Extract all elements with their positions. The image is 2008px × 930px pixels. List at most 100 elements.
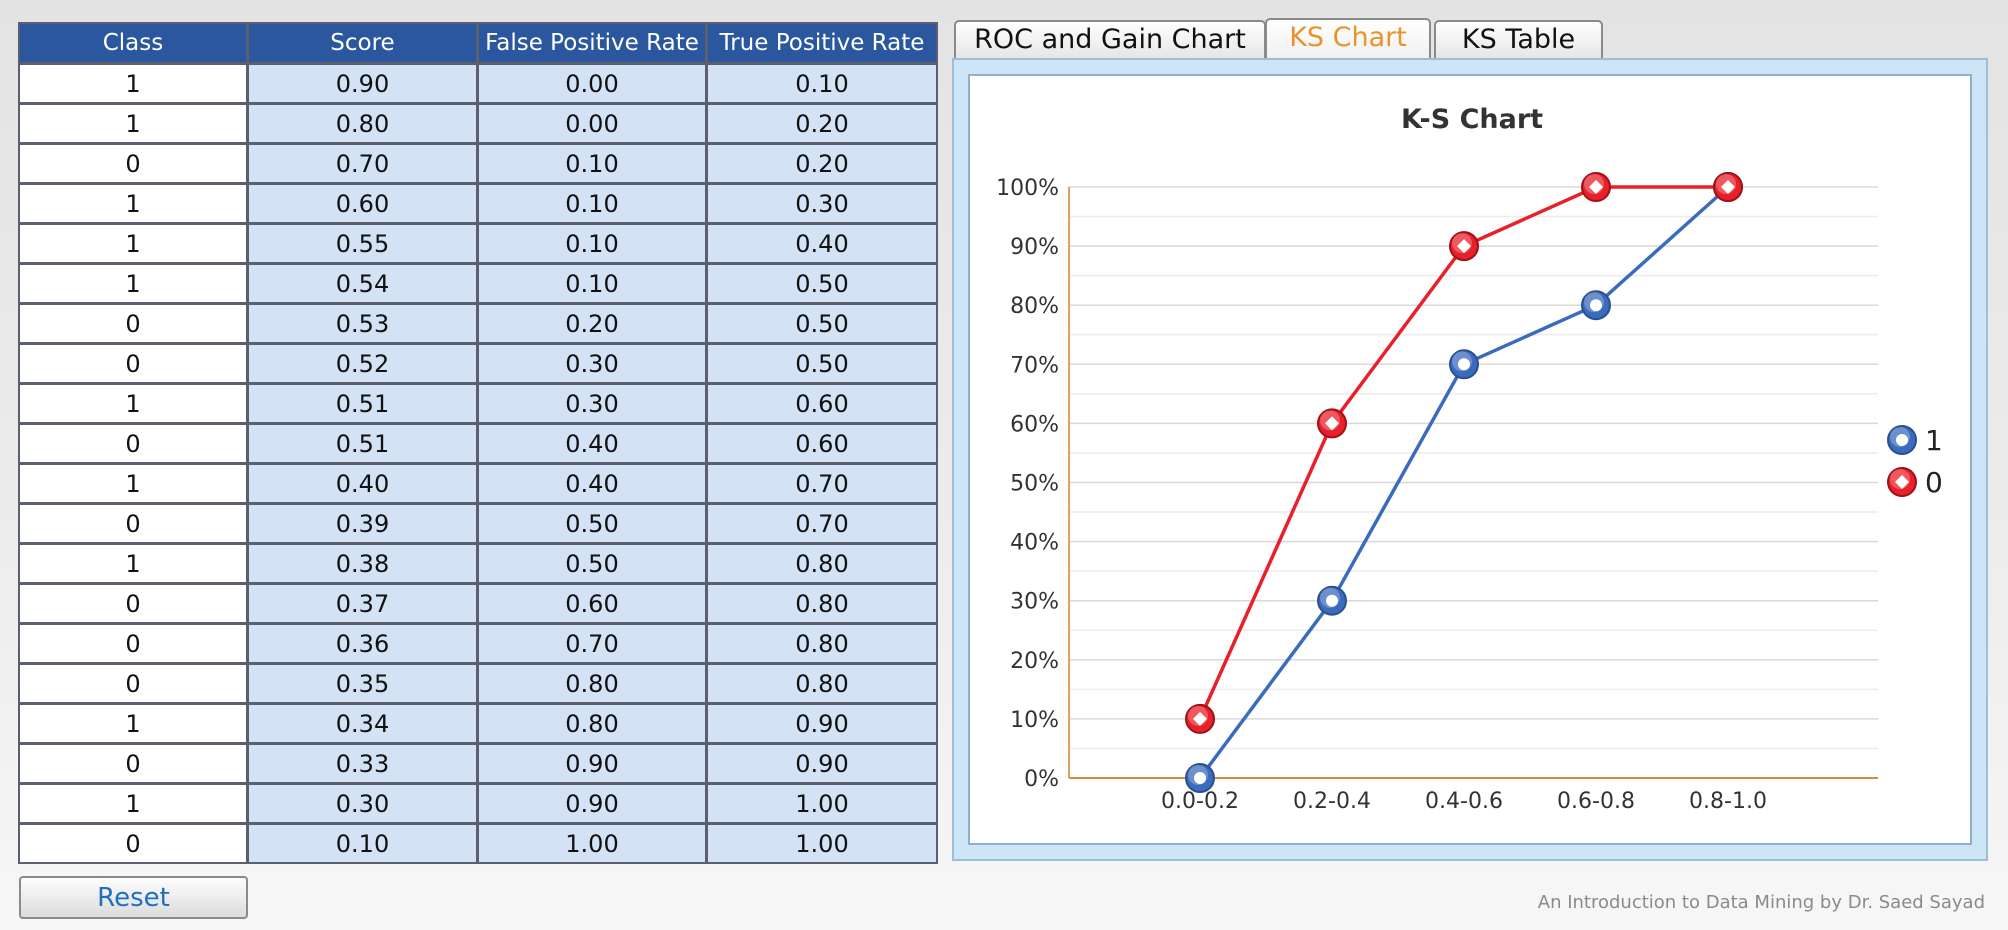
cell-score: 0.51 [249,422,479,462]
cell-score: 0.53 [249,302,479,342]
grid-lines [1069,186,1878,750]
cell-fpr: 0.90 [479,782,708,822]
column-header-tpr: True Positive Rate [708,24,936,62]
cell-score: 0.10 [249,822,479,862]
cell-tpr: 0.60 [708,382,936,422]
cell-tpr: 0.80 [708,662,936,702]
cell-score: 0.55 [249,222,479,262]
table-row: 1 0.54 0.10 0.50 [20,262,936,302]
chart-title: K-S Chart [1401,104,1543,135]
table-row: 1 0.80 0.00 0.20 [20,102,936,142]
cell-fpr: 0.50 [479,502,708,542]
data-point-1 [1449,349,1479,380]
data-point-0 [1317,408,1347,439]
cell-class: 1 [20,182,249,222]
y-tick-label: 50% [1010,472,1059,497]
reset-button[interactable]: Reset [19,876,248,919]
cell-tpr: 0.40 [708,222,936,262]
cell-fpr: 0.40 [479,422,708,462]
cell-score: 0.34 [249,702,479,742]
cell-class: 1 [20,262,249,302]
cell-tpr: 0.50 [708,302,936,342]
cell-score: 0.70 [249,142,479,182]
tab-ks-table[interactable]: KS Table [1434,20,1603,58]
cell-tpr: 0.90 [708,702,936,742]
cell-score: 0.39 [249,502,479,542]
cell-fpr: 0.80 [479,662,708,702]
cell-class: 1 [20,62,249,102]
table-row: 0 0.53 0.20 0.50 [20,302,936,342]
table-row: 0 0.36 0.70 0.80 [20,622,936,662]
table-row: 0 0.51 0.40 0.60 [20,422,936,462]
data-point-1 [1581,290,1611,321]
cell-class: 1 [20,222,249,262]
cell-score: 0.30 [249,782,479,822]
table-row: 0 0.70 0.10 0.20 [20,142,936,182]
cell-tpr: 0.80 [708,622,936,662]
cell-fpr: 0.70 [479,622,708,662]
cell-class: 0 [20,622,249,662]
cell-fpr: 0.10 [479,222,708,262]
cell-tpr: 1.00 [708,782,936,822]
cell-tpr: 0.60 [708,422,936,462]
x-tick-label: 0.2-0.4 [1293,789,1371,814]
data-point-0 [1713,172,1743,202]
cell-fpr: 0.40 [479,462,708,502]
legend-marker-1 [1887,425,1917,455]
y-tick-label: 60% [1010,412,1059,437]
cell-score: 0.54 [249,262,479,302]
cell-fpr: 0.30 [479,342,708,382]
cell-score: 0.40 [249,462,479,502]
cell-fpr: 0.00 [479,102,708,142]
legend-label-1: 1 [1925,424,1943,457]
cell-score: 0.80 [249,102,479,142]
cell-score: 0.37 [249,582,479,622]
table-row: 0 0.33 0.90 0.90 [20,742,936,782]
cell-class: 1 [20,782,249,822]
cell-class: 0 [20,342,249,382]
cell-fpr: 0.50 [479,542,708,582]
legend-label-0: 0 [1925,466,1943,499]
cell-fpr: 0.60 [479,582,708,622]
cell-class: 0 [20,662,249,702]
x-tick-label: 0.8-1.0 [1689,789,1767,814]
cell-class: 1 [20,382,249,422]
cell-tpr: 1.00 [708,822,936,862]
y-tick-label: 70% [1010,353,1059,378]
table-row: 0 0.39 0.50 0.70 [20,502,936,542]
cell-tpr: 0.70 [708,502,936,542]
column-header-class: Class [20,24,249,62]
cell-score: 0.60 [249,182,479,222]
cell-tpr: 0.10 [708,62,936,102]
table-row: 1 0.55 0.10 0.40 [20,222,936,262]
cell-fpr: 0.80 [479,702,708,742]
cell-fpr: 0.20 [479,302,708,342]
tab-ks-chart[interactable]: KS Chart [1265,18,1431,60]
table-row: 0 0.10 1.00 1.00 [20,822,936,862]
y-tick-label: 20% [1010,649,1059,674]
table-row: 0 0.37 0.60 0.80 [20,582,936,622]
cell-score: 0.35 [249,662,479,702]
ks-chart: K-S Chart 0% 10% 20% 30% 40% 50% 60% 70% 80% 90% 1… [996,104,1943,814]
credit-text: An Introduction to Data Mining by Dr. Sa… [1537,892,1985,913]
cell-fpr: 0.10 [479,262,708,302]
y-tick-label: 40% [1010,531,1059,556]
cell-tpr: 0.50 [708,342,936,382]
table-body: 1 0.90 0.00 0.10 1 0.80 0.00 0.20 0 0.70 0.10 0.20 1… [20,62,936,862]
y-tick-label: 10% [1010,708,1059,733]
cell-class: 0 [20,502,249,542]
cell-tpr: 0.70 [708,462,936,502]
tab-roc-and-gain-chart[interactable]: ROC and Gain Chart [954,20,1266,58]
cell-class: 0 [20,302,249,342]
cell-score: 0.51 [249,382,479,422]
column-header-score: Score [249,24,479,62]
chart-legend: 10 [1887,424,1943,499]
table-row: 1 0.38 0.50 0.80 [20,542,936,582]
cell-score: 0.33 [249,742,479,782]
cell-class: 1 [20,462,249,502]
cell-class: 0 [20,742,249,782]
table-row: 0 0.35 0.80 0.80 [20,662,936,702]
data-point-0 [1185,703,1215,734]
x-tick-label: 0.4-0.6 [1425,789,1503,814]
ks-chart-area: K-S Chart 0% 10% 20% 30% 40% 50% 60% 70% 80% 90% 1… [968,74,1972,845]
